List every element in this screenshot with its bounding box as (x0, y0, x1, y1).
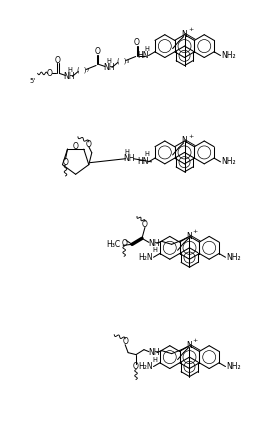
Text: O: O (94, 47, 100, 56)
Text: NH₂: NH₂ (222, 51, 236, 60)
Text: (  )₃: ( )₃ (117, 57, 129, 64)
Text: H: H (152, 247, 157, 253)
Text: H: H (144, 151, 149, 157)
Text: O: O (73, 142, 79, 151)
Text: (  )₇: ( )₇ (77, 66, 89, 73)
Text: NH: NH (123, 154, 134, 163)
Text: +: + (188, 27, 193, 32)
Text: O: O (134, 38, 140, 47)
Text: O: O (55, 56, 60, 65)
Text: N: N (187, 232, 192, 241)
Text: +: + (193, 229, 198, 234)
Text: H₃C: H₃C (106, 240, 120, 249)
Text: O: O (133, 362, 139, 371)
Text: O: O (63, 157, 68, 166)
Text: NH₂: NH₂ (227, 362, 241, 371)
Text: O: O (142, 220, 148, 229)
Text: O: O (121, 239, 127, 248)
Text: NH: NH (64, 72, 75, 81)
Text: H: H (152, 357, 157, 363)
Text: H: H (67, 67, 72, 73)
Text: N: N (182, 136, 188, 146)
Text: H: H (144, 45, 149, 52)
Text: O: O (122, 337, 128, 346)
Text: O: O (47, 69, 52, 78)
Text: HN: HN (137, 51, 148, 60)
Text: +: + (188, 134, 193, 139)
Text: NH₂: NH₂ (227, 253, 241, 262)
Text: H: H (124, 149, 129, 155)
Text: H₂N: H₂N (138, 362, 153, 371)
Text: 5': 5' (30, 78, 36, 84)
Text: O: O (86, 140, 92, 149)
Text: +: + (193, 338, 198, 343)
Text: NH: NH (103, 63, 115, 72)
Text: H: H (107, 59, 111, 65)
Text: HN: HN (137, 157, 148, 166)
Text: N: N (182, 30, 188, 39)
Text: NH₂: NH₂ (222, 157, 236, 166)
Text: NH: NH (148, 348, 160, 357)
Text: H₂N: H₂N (138, 253, 153, 262)
Text: N: N (187, 341, 192, 350)
Text: NH: NH (148, 239, 160, 248)
